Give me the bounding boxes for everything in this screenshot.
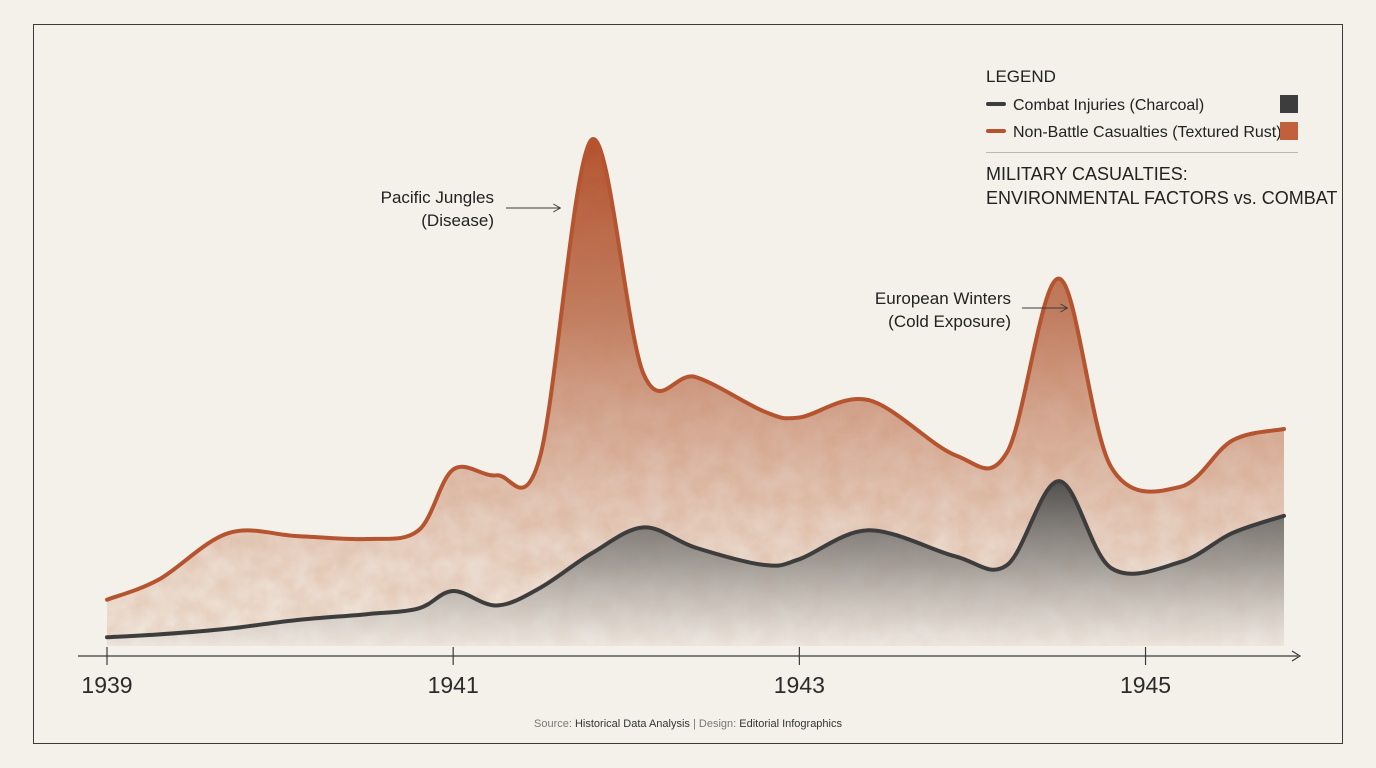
annotation-arrowhead <box>553 203 562 213</box>
design-prefix: Design: <box>699 718 736 730</box>
chart-title: MILITARY CASUALTIES: <box>986 164 1188 184</box>
non-battle-casualties-legend-swatch <box>1280 122 1298 140</box>
source-separator: | <box>693 718 696 730</box>
source-text: Historical Data Analysis <box>575 718 690 730</box>
non-battle-casualties-legend-label: Non-Battle Casualties (Textured Rust) <box>1013 124 1282 141</box>
legend-items: Combat Injuries (Charcoal) Non-Battle Cas… <box>986 95 1298 141</box>
source-prefix: Source: <box>534 718 572 730</box>
combat-injuries-legend-swatch <box>1280 95 1298 113</box>
line-layer <box>105 137 1286 640</box>
legend-title: LEGEND <box>986 67 1056 86</box>
chart-subtitle: ENVIRONMENTAL FACTORS vs. COMBAT <box>986 188 1337 208</box>
source-credit: Source: Historical Data Analysis | Desig… <box>534 718 842 730</box>
legend: LEGEND Combat Injuries (Charcoal) Non-Bat… <box>986 67 1337 208</box>
annotations: Pacific Jungles (Disease) European Winters… <box>381 188 1069 331</box>
x-axis-arrow <box>1291 650 1302 662</box>
combat-injuries-area <box>107 481 1284 646</box>
x-tick-label: 1939 <box>81 672 132 698</box>
x-tick-label: 1943 <box>774 672 825 698</box>
x-tick-label: 1945 <box>1120 672 1171 698</box>
x-ticks: 1939 1941 1943 1945 <box>81 647 1171 698</box>
annotation-text: Pacific Jungles <box>381 188 494 207</box>
annotation-text: (Cold Exposure) <box>888 312 1011 331</box>
x-axis <box>78 650 1302 662</box>
non-battle-casualties-texture <box>107 139 1284 646</box>
chart-frame <box>33 24 1343 744</box>
annotation-text: (Disease) <box>421 211 494 230</box>
annotation-text: European Winters <box>875 289 1011 308</box>
x-tick-label: 1941 <box>428 672 479 698</box>
combat-injuries-legend-label: Combat Injuries (Charcoal) <box>1013 97 1204 114</box>
area-layer <box>107 139 1284 646</box>
design-text: Editorial Infographics <box>739 718 842 730</box>
combat-injuries-line <box>105 479 1286 640</box>
annotation-arrowhead <box>1060 303 1069 313</box>
